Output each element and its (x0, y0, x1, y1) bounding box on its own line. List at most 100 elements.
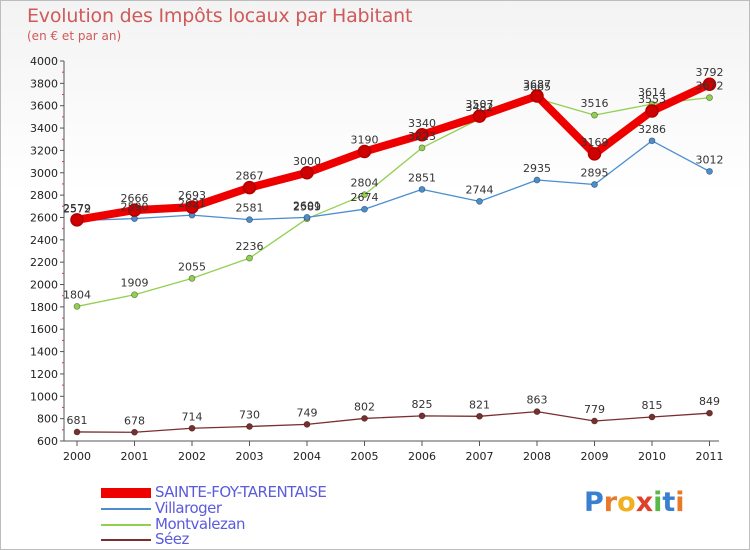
y-tick-label: 3600 (30, 100, 58, 113)
data-point (361, 415, 368, 422)
data-point (418, 412, 426, 420)
data-label: 863 (527, 394, 548, 407)
data-point (587, 147, 602, 161)
y-tick-label: 2400 (30, 234, 58, 247)
y-tick-label: 3400 (30, 122, 58, 135)
y-tick-label: 3200 (30, 144, 58, 157)
data-label: 3665 (523, 80, 551, 93)
data-label: 2851 (408, 171, 436, 184)
data-label: 2601 (293, 199, 321, 212)
y-tick-label: 2800 (30, 189, 58, 202)
series-line-sainte-foy-tarentaise (73, 80, 714, 224)
data-label: 3516 (581, 97, 609, 110)
data-label: 821 (469, 398, 490, 411)
data-label: 3614 (638, 86, 666, 99)
legend-label: Villaroger (155, 499, 222, 517)
x-tick-label: 2003 (236, 450, 264, 463)
y-tick-label: 1400 (30, 346, 58, 359)
data-point (127, 203, 142, 217)
data-point (303, 420, 311, 428)
y-tick-label: 800 (37, 413, 58, 426)
data-label: 2589 (293, 201, 321, 214)
y-tick-label: 1800 (30, 301, 58, 314)
data-point (533, 408, 541, 415)
data-label: 3482 (466, 101, 494, 114)
data-point (70, 213, 84, 227)
data-point (706, 409, 713, 417)
data-label: 2590 (121, 201, 149, 214)
data-point (706, 168, 713, 175)
y-tick-label: 3000 (30, 167, 58, 180)
data-point (591, 181, 598, 188)
x-tick-label: 2005 (351, 450, 379, 463)
x-tick-label: 2000 (63, 450, 91, 463)
y-tick-label: 4000 (30, 55, 58, 68)
y-tick-label: 600 (37, 435, 58, 448)
data-point (591, 417, 598, 425)
data-point (357, 144, 372, 159)
legend-label: SAINTE-FOY-TARENTAISE (155, 483, 327, 501)
data-point (188, 275, 196, 282)
logo-letter: i (653, 487, 663, 518)
data-label: 815 (642, 399, 663, 412)
data-label: 779 (584, 403, 605, 416)
data-label: 2055 (178, 260, 206, 273)
data-label: 2674 (351, 191, 379, 204)
y-tick-label: 2000 (30, 279, 58, 292)
legend-swatch (101, 539, 151, 541)
data-label: 3169 (581, 136, 609, 149)
data-point (418, 186, 426, 193)
data-label: 714 (182, 410, 203, 423)
data-point (706, 94, 713, 102)
chart-subtitle: (en € et par an) (27, 29, 122, 43)
y-tick-label: 1000 (30, 390, 58, 403)
data-label: 2572 (63, 203, 91, 216)
data-point (188, 424, 196, 432)
data-point (242, 180, 257, 195)
x-tick-label: 2001 (121, 450, 149, 463)
data-label: 3672 (696, 80, 724, 93)
logo-letter: i (675, 487, 685, 518)
data-point (73, 428, 81, 436)
legend-swatch (101, 508, 151, 510)
data-point (648, 137, 656, 145)
y-tick-label: 1600 (30, 323, 58, 336)
y-tick-label: 2600 (30, 211, 58, 224)
data-point (530, 89, 544, 103)
logo-letter: P (584, 487, 604, 518)
data-label: 1804 (63, 288, 91, 301)
data-label: 2744 (466, 183, 494, 196)
x-tick-label: 2002 (178, 450, 206, 463)
series-line-montvalezan (76, 97, 711, 308)
data-point (418, 144, 426, 152)
data-point (303, 214, 311, 221)
x-tick-label: 2004 (293, 450, 321, 463)
x-tick-label: 2007 (466, 450, 494, 463)
data-label: 3792 (696, 66, 724, 79)
data-point (131, 428, 138, 436)
data-point (645, 104, 659, 118)
data-label: 3190 (351, 134, 379, 147)
logo-letter: t (662, 487, 676, 518)
legend-swatch (101, 524, 151, 526)
data-point (702, 77, 717, 91)
data-point (131, 291, 138, 299)
data-label: 678 (124, 414, 145, 427)
x-tick-label: 2008 (523, 450, 551, 463)
data-label: 2579 (63, 202, 91, 215)
legend-label: Séez (155, 530, 189, 548)
data-label: 3687 (523, 78, 551, 91)
data-label: 802 (354, 400, 375, 413)
series-line-s-ez (76, 410, 711, 433)
legend-swatch (101, 488, 151, 498)
data-label: 2895 (581, 167, 609, 180)
data-label: 3223 (408, 130, 436, 143)
series-line-villaroger (76, 140, 711, 222)
y-tick-label: 3800 (30, 77, 58, 90)
data-point (246, 423, 253, 430)
data-point (300, 166, 314, 180)
data-point (591, 111, 598, 119)
data-label: 2693 (178, 189, 206, 202)
data-point (415, 128, 429, 142)
